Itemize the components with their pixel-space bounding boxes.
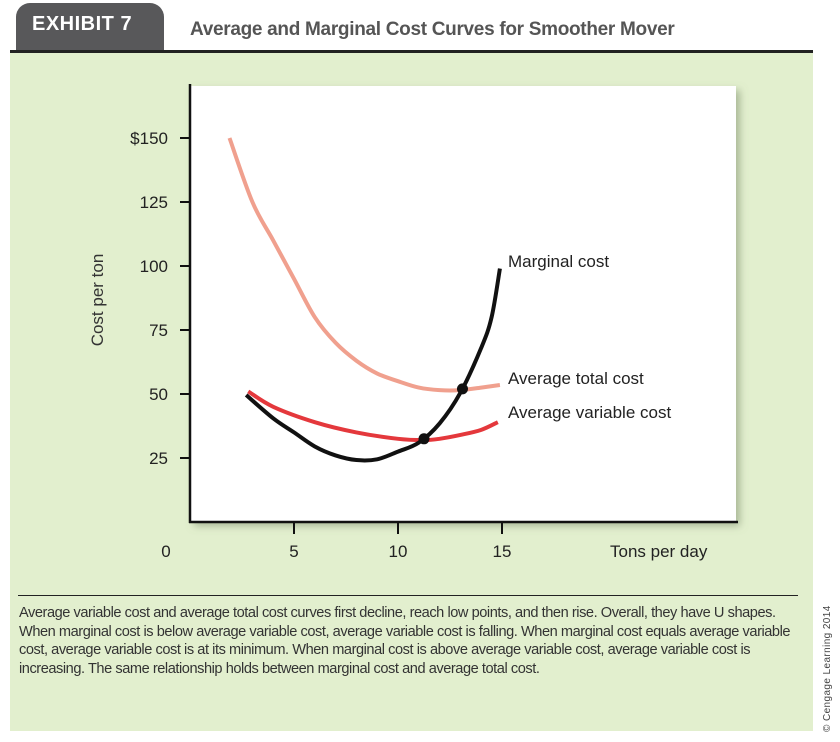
y-tick-label: 25 [149, 449, 168, 468]
caption: Average variable cost and average total … [19, 605, 791, 677]
y-tick-label: 50 [149, 385, 168, 404]
average-variable-cost-curve [247, 389, 499, 443]
x-tick-label: 10 [389, 542, 408, 561]
chart-title: Average and Marginal Cost Curves for Smo… [190, 19, 675, 40]
y-tick-label: 75 [149, 321, 168, 340]
x-tick-label: 15 [493, 542, 512, 561]
x-tick-label: 5 [289, 542, 298, 561]
plot-area [190, 86, 736, 522]
exhibit-label: EXHIBIT 7 [32, 13, 133, 35]
caption-rule [18, 595, 798, 596]
label-average-total-cost: Average total cost [508, 369, 644, 388]
intersection-point [456, 383, 468, 395]
title-rule [10, 50, 813, 53]
intersection-point [418, 433, 430, 445]
y-tick-label: 100 [140, 257, 168, 276]
marginal-cost-curve [244, 268, 502, 463]
x-tick-label: 0 [161, 542, 170, 561]
y-tick-label: $150 [130, 129, 168, 148]
y-tick-label: 125 [140, 193, 168, 212]
label-average-variable-cost: Average variable cost [508, 403, 671, 422]
x-axis-label: Tons per day [610, 542, 708, 561]
y-axis-label: Cost per ton [88, 254, 107, 347]
copyright-credit: © Cengage Learning 2014 [822, 605, 833, 732]
exhibit-tab: EXHIBIT 7 [16, 3, 164, 50]
label-marginal-cost: Marginal cost [508, 252, 609, 271]
